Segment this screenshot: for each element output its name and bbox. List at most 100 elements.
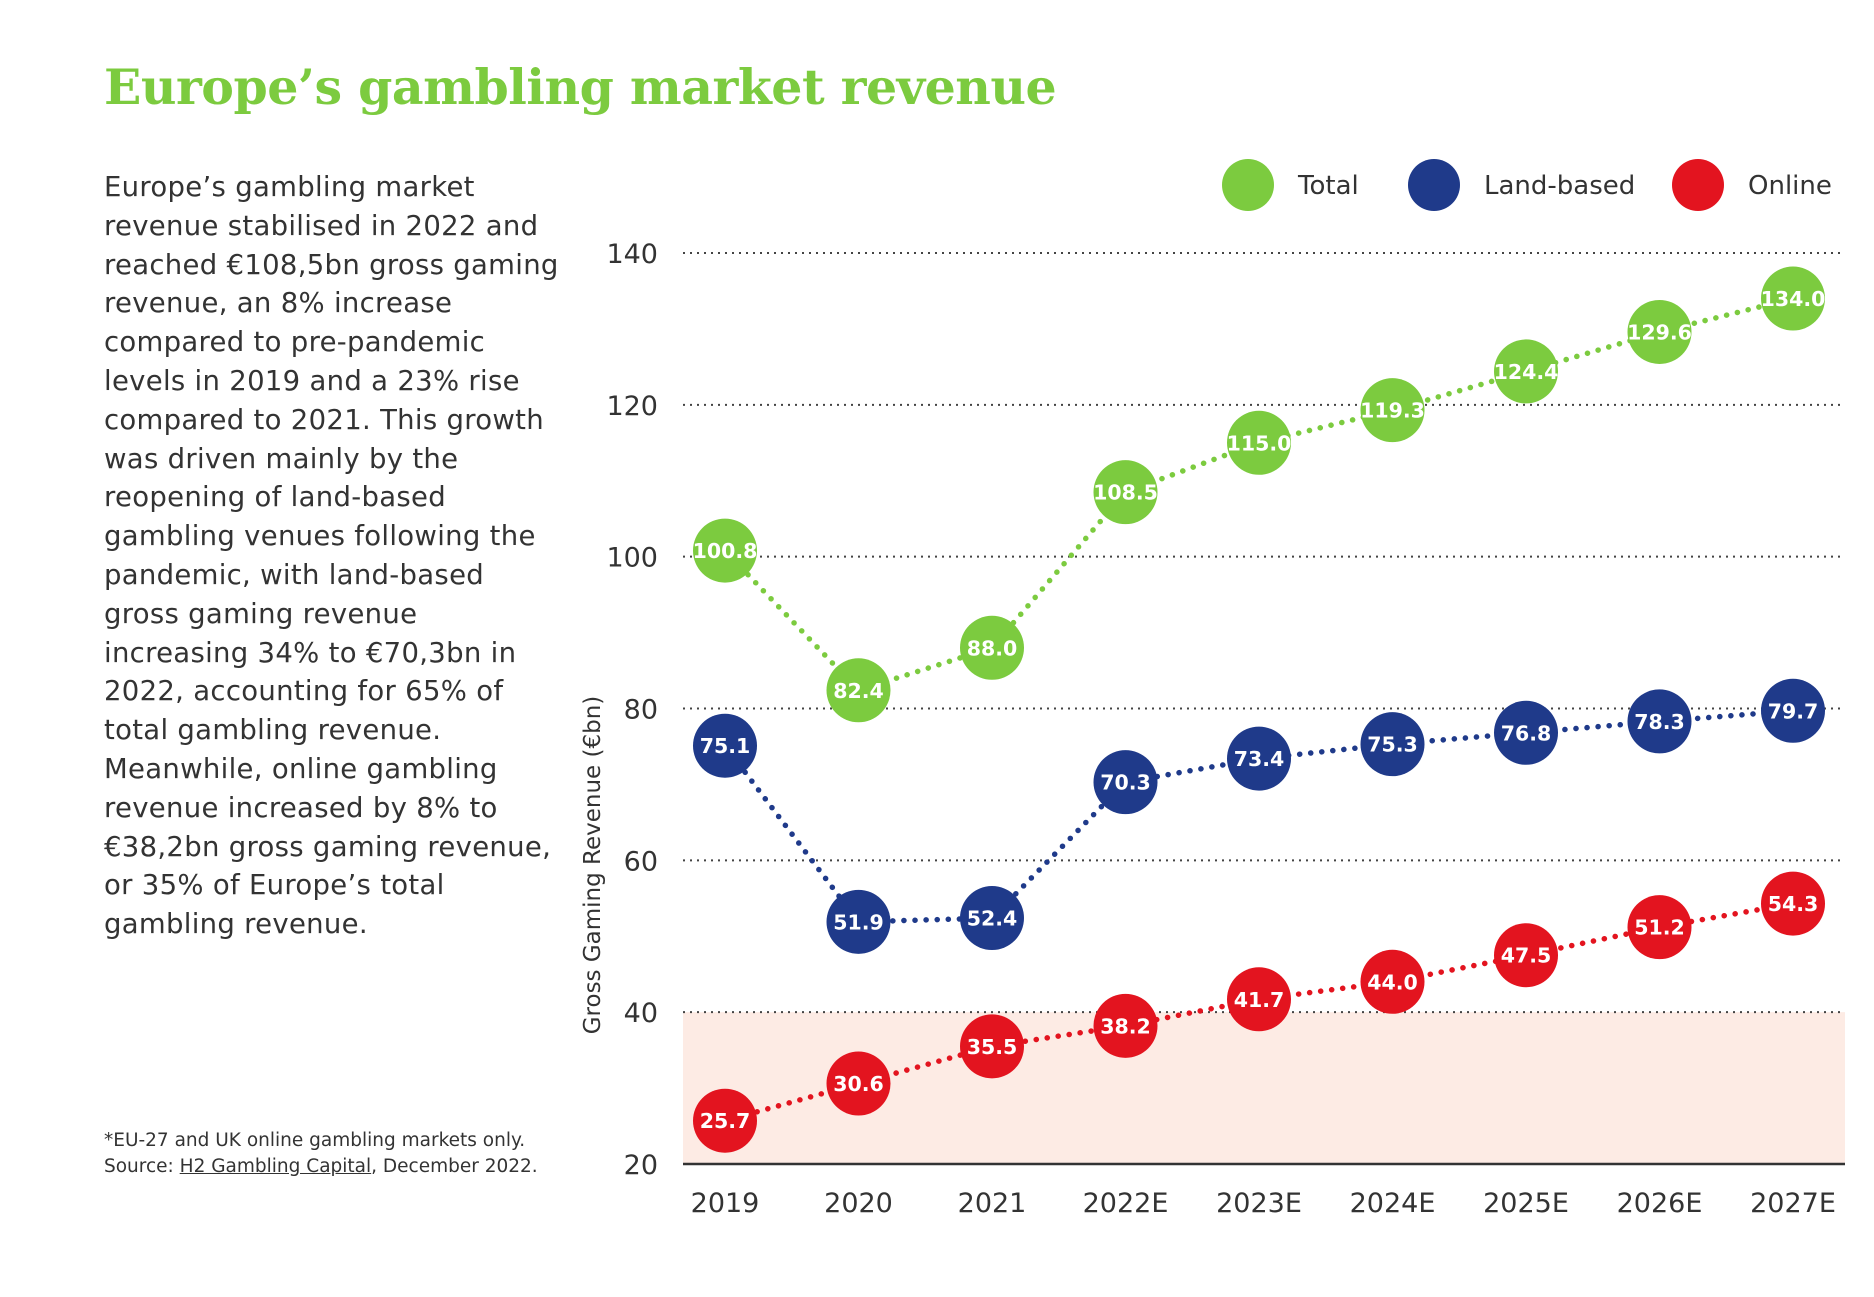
point-marker [1494, 700, 1558, 765]
data-label: 100.8 [693, 539, 758, 563]
data-point-total: 119.3 [1360, 378, 1425, 443]
x-tick-label: 2024E [1350, 1188, 1436, 1219]
point-marker [1360, 712, 1425, 777]
point-marker [693, 713, 757, 778]
data-point-total: 115.0 [1227, 410, 1292, 475]
source-link[interactable]: H2 Gambling Capital [179, 1156, 372, 1177]
data-label: 76.8 [1501, 721, 1552, 745]
data-point-land-based: 51.9 [826, 889, 891, 954]
point-marker [960, 886, 1024, 951]
data-point-land-based: 52.4 [960, 886, 1024, 951]
point-marker [960, 615, 1024, 680]
legend-item-online: Online [1672, 159, 1832, 211]
legend-swatch [1672, 159, 1724, 211]
data-points: 100.8 82.4 88.0 108.5 115.0 119.3 124.4 129.6 13… [693, 266, 1825, 1153]
x-axis-ticks: 2019 2020 2021 2022E 2023E 2024E 2025E 2026E 202… [691, 1188, 1836, 1219]
data-point-total: 82.4 [826, 658, 891, 723]
footnote-note: *EU-27 and UK online gambling markets on… [104, 1130, 526, 1151]
x-tick-label: 2023E [1216, 1188, 1302, 1219]
point-marker [1761, 266, 1825, 331]
data-label: 25.7 [700, 1109, 751, 1133]
data-label: 51.9 [833, 910, 884, 934]
data-point-online: 30.6 [826, 1051, 891, 1116]
data-label: 75.1 [700, 734, 751, 758]
y-tick-label: 80 [624, 695, 658, 726]
data-label: 73.4 [1234, 747, 1285, 771]
data-label: 51.2 [1634, 916, 1685, 940]
y-axis-ticks: 20 40 60 80 100 120 140 [606, 239, 658, 1181]
data-point-online: 35.5 [960, 1014, 1024, 1079]
data-label: 70.3 [1100, 771, 1151, 795]
data-label: 79.7 [1768, 699, 1819, 723]
y-axis-label: Gross Gaming Revenue (€bn) [580, 696, 606, 1035]
point-marker [826, 1051, 891, 1116]
data-point-total: 88.0 [960, 615, 1024, 680]
y-tick-label: 100 [606, 543, 658, 574]
data-point-land-based: 70.3 [1093, 750, 1158, 815]
description-text: Europe’s gambling market revenue stabili… [104, 171, 559, 941]
x-tick-label: 2026E [1617, 1188, 1703, 1219]
data-label: 41.7 [1234, 988, 1285, 1012]
series-lines [722, 295, 1796, 1124]
point-marker [1494, 339, 1558, 404]
point-marker [826, 658, 891, 723]
source-line: Source: H2 Gambling Capital, December 20… [104, 1154, 538, 1180]
data-label: 38.2 [1100, 1014, 1151, 1038]
point-marker [960, 1014, 1024, 1079]
x-tick-label: 2027E [1750, 1188, 1836, 1219]
data-label: 54.3 [1768, 892, 1819, 916]
data-label: 119.3 [1360, 399, 1425, 423]
data-point-total: 100.8 [693, 518, 758, 583]
series-line-total [722, 295, 1796, 694]
data-label: 88.0 [967, 636, 1018, 660]
legend-swatch [1408, 159, 1460, 211]
point-marker [1227, 726, 1291, 791]
data-point-land-based: 75.3 [1360, 712, 1425, 777]
data-point-online: 41.7 [1227, 967, 1291, 1032]
footnote: *EU-27 and UK online gambling markets on… [104, 1128, 538, 1180]
data-point-total: 108.5 [1093, 460, 1158, 525]
legend: Total Land-based Online [1222, 159, 1832, 211]
data-point-total: 134.0 [1761, 266, 1825, 331]
legend-item-total: Total [1222, 159, 1359, 211]
point-marker [1761, 678, 1825, 743]
y-tick-label: 20 [624, 1150, 658, 1181]
point-marker [1360, 378, 1425, 443]
data-point-total: 129.6 [1627, 299, 1692, 364]
data-label: 47.5 [1501, 944, 1552, 968]
data-label: 82.4 [833, 679, 884, 703]
data-point-land-based: 75.1 [693, 713, 757, 778]
point-marker [693, 518, 757, 583]
data-label: 115.0 [1227, 431, 1292, 455]
x-tick-label: 2020 [824, 1188, 893, 1219]
data-point-land-based: 76.8 [1494, 700, 1558, 765]
data-label: 75.3 [1367, 733, 1418, 757]
x-tick-label: 2022E [1083, 1188, 1169, 1219]
data-label: 35.5 [967, 1035, 1018, 1059]
x-tick-label: 2025E [1483, 1188, 1569, 1219]
point-marker [1761, 871, 1825, 936]
data-point-online: 44.0 [1360, 949, 1425, 1014]
y-tick-label: 120 [606, 391, 658, 422]
y-tick-label: 40 [624, 998, 658, 1029]
data-point-land-based: 73.4 [1227, 726, 1291, 791]
point-marker [1627, 299, 1692, 364]
source-prefix: Source: [104, 1156, 180, 1177]
data-point-online: 47.5 [1494, 923, 1558, 988]
data-label: 30.6 [833, 1072, 884, 1096]
data-point-online: 51.2 [1627, 895, 1692, 960]
data-label: 52.4 [967, 907, 1018, 931]
series-line-land-based [722, 708, 1796, 925]
data-point-land-based: 79.7 [1761, 678, 1825, 743]
legend-label: Total [1297, 171, 1359, 201]
source-suffix: , December 2022. [371, 1156, 538, 1177]
point-marker [1360, 949, 1425, 1014]
data-point-land-based: 78.3 [1627, 689, 1692, 754]
data-label: 129.6 [1627, 320, 1692, 344]
data-label: 44.0 [1367, 970, 1418, 994]
page-title: Europe’s gambling market revenue [104, 58, 1057, 116]
point-marker [1093, 750, 1158, 815]
data-point-online: 54.3 [1761, 871, 1825, 936]
point-marker [826, 889, 891, 954]
